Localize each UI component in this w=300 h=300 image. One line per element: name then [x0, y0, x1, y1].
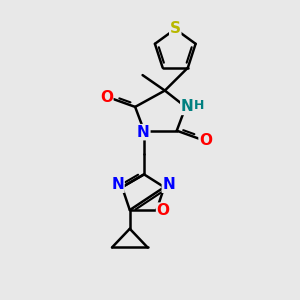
Text: O: O: [157, 203, 169, 218]
Text: S: S: [170, 21, 181, 36]
Text: H: H: [194, 99, 204, 112]
Text: N: N: [162, 177, 175, 192]
Text: N: N: [111, 177, 124, 192]
Text: N: N: [137, 125, 150, 140]
Text: O: O: [100, 90, 113, 105]
Text: N: N: [181, 99, 194, 114]
Text: O: O: [199, 133, 212, 148]
